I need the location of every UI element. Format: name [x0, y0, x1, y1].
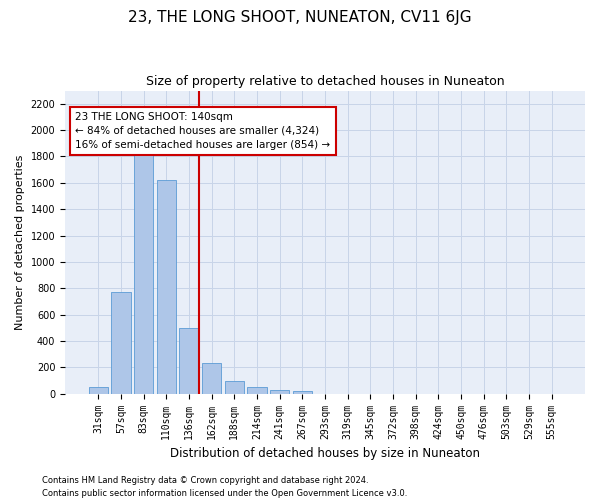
Text: 23, THE LONG SHOOT, NUNEATON, CV11 6JG: 23, THE LONG SHOOT, NUNEATON, CV11 6JG — [128, 10, 472, 25]
Bar — [247, 387, 266, 394]
Bar — [270, 390, 289, 394]
Title: Size of property relative to detached houses in Nuneaton: Size of property relative to detached ho… — [146, 75, 505, 88]
Y-axis label: Number of detached properties: Number of detached properties — [15, 154, 25, 330]
Bar — [134, 144, 153, 394]
Bar — [157, 180, 176, 394]
Bar — [293, 391, 312, 394]
Text: Contains HM Land Registry data © Crown copyright and database right 2024.
Contai: Contains HM Land Registry data © Crown c… — [42, 476, 407, 498]
Bar — [224, 380, 244, 394]
Bar — [89, 387, 108, 394]
Bar — [202, 364, 221, 394]
Bar — [112, 292, 131, 394]
X-axis label: Distribution of detached houses by size in Nuneaton: Distribution of detached houses by size … — [170, 447, 480, 460]
Text: 23 THE LONG SHOOT: 140sqm
← 84% of detached houses are smaller (4,324)
16% of se: 23 THE LONG SHOOT: 140sqm ← 84% of detac… — [76, 112, 331, 150]
Bar — [179, 328, 199, 394]
